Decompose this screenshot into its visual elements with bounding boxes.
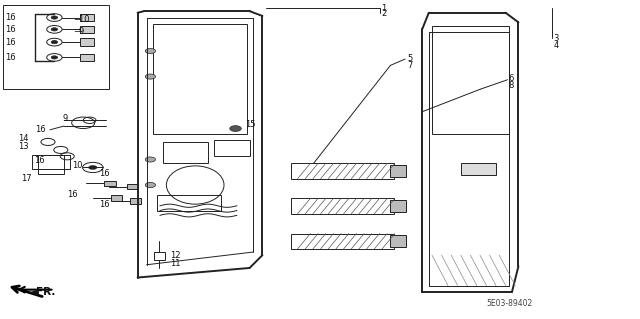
Text: 10: 10 — [72, 161, 83, 170]
Circle shape — [51, 28, 58, 31]
Bar — [390, 235, 406, 247]
Text: 16: 16 — [5, 25, 16, 34]
Text: 5: 5 — [407, 54, 412, 63]
Circle shape — [230, 126, 241, 131]
Text: 6: 6 — [509, 74, 514, 83]
Circle shape — [51, 41, 58, 44]
Bar — [3, 5, 109, 89]
Text: 14: 14 — [18, 134, 28, 143]
Circle shape — [88, 165, 97, 170]
Bar — [461, 163, 496, 175]
Text: ─9: ─9 — [74, 27, 84, 36]
Circle shape — [51, 56, 58, 59]
Bar — [153, 24, 247, 134]
Bar — [130, 198, 141, 204]
Bar — [390, 165, 406, 177]
Text: 16: 16 — [5, 13, 16, 22]
Bar — [291, 234, 394, 249]
Bar — [432, 26, 509, 134]
Bar — [291, 198, 394, 214]
Bar — [104, 181, 116, 186]
Bar — [214, 140, 250, 156]
Bar — [32, 155, 70, 169]
Text: 16: 16 — [34, 156, 45, 165]
Text: 15: 15 — [245, 120, 255, 129]
Text: 3: 3 — [554, 34, 559, 43]
Text: 11: 11 — [170, 259, 180, 268]
Circle shape — [145, 74, 156, 79]
Bar — [111, 195, 122, 201]
Text: 1: 1 — [381, 4, 387, 13]
Text: 16: 16 — [67, 190, 78, 199]
Text: 16: 16 — [5, 53, 16, 62]
Text: 16: 16 — [99, 169, 110, 178]
Text: 7: 7 — [407, 61, 412, 70]
Bar — [157, 195, 221, 211]
Circle shape — [145, 48, 156, 54]
Bar — [390, 200, 406, 212]
Circle shape — [145, 157, 156, 162]
Bar — [80, 14, 94, 21]
Circle shape — [145, 182, 156, 188]
Text: 4: 4 — [554, 41, 559, 50]
Text: 5E03-89402: 5E03-89402 — [486, 299, 532, 308]
Text: 17: 17 — [21, 174, 32, 183]
Text: 16: 16 — [5, 38, 16, 47]
Text: 13: 13 — [18, 142, 29, 151]
Text: 9: 9 — [63, 114, 68, 122]
Bar — [80, 38, 94, 46]
Circle shape — [51, 16, 58, 19]
Text: 16: 16 — [35, 125, 46, 134]
Text: 8: 8 — [509, 81, 514, 90]
Bar — [127, 184, 138, 189]
Text: 12: 12 — [170, 251, 180, 260]
Text: 2: 2 — [381, 9, 387, 18]
Bar — [163, 142, 208, 163]
Bar — [291, 163, 394, 179]
Text: ◄FR.: ◄FR. — [29, 287, 56, 297]
Bar — [80, 26, 94, 33]
Bar — [80, 54, 94, 61]
Text: 16: 16 — [99, 200, 110, 209]
Bar — [154, 252, 165, 260]
Text: ─10: ─10 — [74, 15, 89, 24]
Bar — [38, 155, 64, 174]
